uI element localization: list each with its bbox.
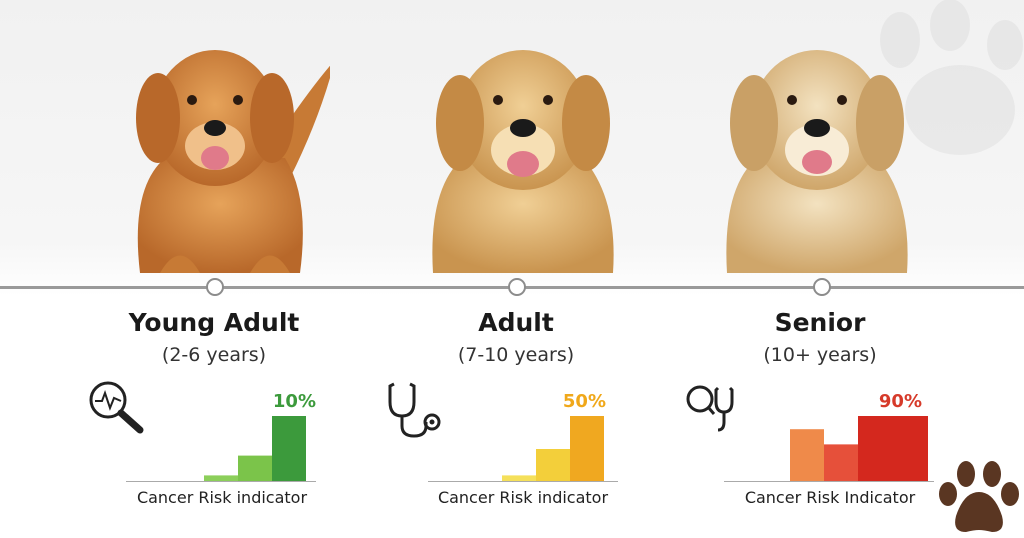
risk-bar [272, 416, 306, 482]
risk-bar [536, 449, 570, 482]
stethoscope-icon [388, 382, 441, 438]
indicator-label: Cancer Risk Indicator [744, 488, 916, 507]
dog-adult-image [432, 50, 614, 273]
paw-print-icon [939, 461, 1019, 532]
indicator-baseline [126, 481, 316, 482]
risk-bar [790, 429, 824, 482]
risk-bars-adult [502, 416, 604, 482]
timeline-node-adult [508, 278, 526, 296]
timeline-node-young-adult [206, 278, 224, 296]
risk-percent: 10% [272, 391, 316, 412]
stage-title: Young Adult [128, 308, 300, 337]
stage-title: Senior [774, 308, 866, 337]
risk-bar [238, 455, 272, 482]
risk-bar [858, 416, 928, 482]
risk-percent: 50% [562, 391, 606, 412]
paw-watermark-icon [880, 0, 1023, 155]
risk-bar [204, 475, 238, 482]
indicator-label: Cancer Risk indicator [437, 488, 609, 507]
stage-years: (2-6 years) [161, 344, 267, 366]
risk-bar [502, 475, 536, 482]
dog-young-adult-image [136, 50, 330, 273]
risk-percent: 90% [878, 391, 922, 412]
indicator-label: Cancer Risk indicator [136, 488, 308, 507]
risk-bar [824, 444, 858, 482]
stage-years: (10+ years) [763, 344, 877, 366]
indicator-baseline [428, 481, 618, 482]
risk-bars-young-adult [204, 416, 306, 482]
stage-years: (7-10 years) [457, 344, 575, 366]
risk-bars-senior [790, 416, 928, 482]
magnifier-stethoscope-icon [686, 385, 734, 432]
stage-title: Adult [478, 308, 554, 337]
indicator-baseline [724, 481, 934, 482]
magnifier-heartbeat-icon [89, 381, 144, 434]
timeline-node-senior [813, 278, 831, 296]
dog-senior-image [726, 50, 908, 273]
risk-bar [570, 416, 604, 482]
